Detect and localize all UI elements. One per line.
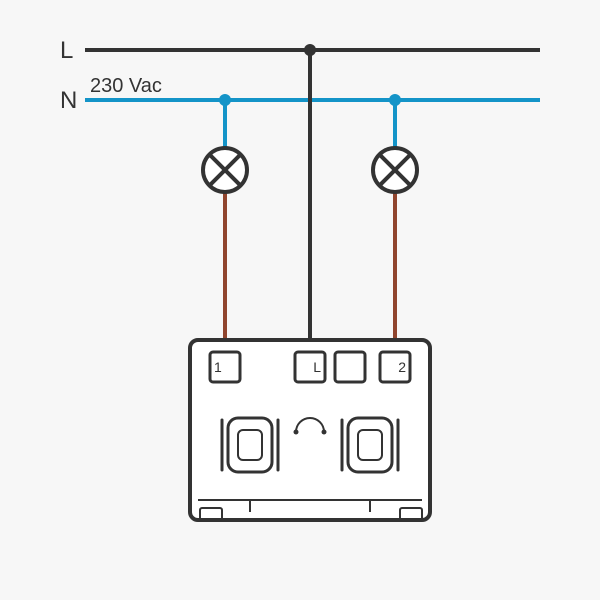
lamp-symbol (373, 148, 417, 192)
junction-dot (389, 94, 401, 106)
terminal-label: L (313, 359, 321, 375)
lamp-symbol (203, 148, 247, 192)
junction-dot (304, 44, 316, 56)
neutral-label: N (60, 87, 77, 114)
terminal-label: 1 (214, 359, 222, 375)
switch-module: 1 L 2 (190, 340, 430, 520)
terminal-label: 2 (398, 359, 406, 375)
voltage-label: 230 Vac (90, 75, 162, 97)
junction-dot (219, 94, 231, 106)
live-label: L (60, 37, 73, 64)
wiring-diagram: LN230 Vac1L2 (0, 0, 600, 600)
